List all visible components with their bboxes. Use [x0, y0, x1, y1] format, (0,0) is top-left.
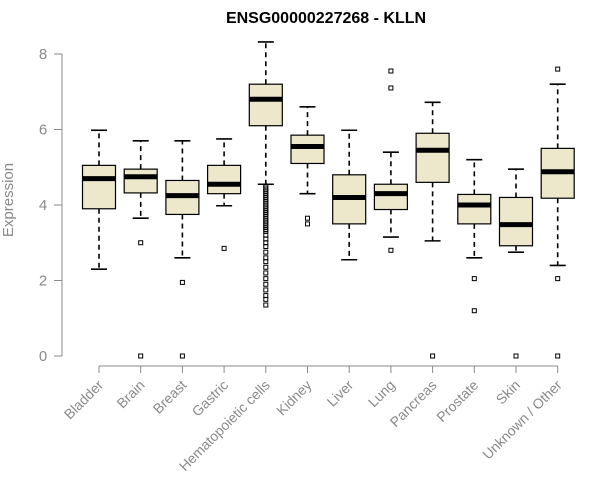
outlier-point — [388, 85, 394, 91]
outlier-point — [555, 276, 561, 282]
y-tick-label: 2 — [39, 273, 47, 290]
box-iqr — [207, 164, 242, 195]
y-tick-label: 0 — [39, 348, 47, 365]
outlier-point — [555, 66, 561, 72]
box-prostate — [457, 158, 492, 314]
outlier-point — [263, 281, 269, 287]
box-iqr — [498, 196, 534, 247]
x-tick-label: Kidney — [273, 377, 315, 419]
outlier-point — [179, 279, 185, 285]
box-lung — [373, 68, 408, 253]
x-tick-label: Brain — [113, 377, 147, 411]
outlier-point — [305, 221, 310, 227]
box-iqr — [290, 134, 325, 165]
box-iqr — [373, 183, 408, 211]
outlier-point — [263, 259, 269, 265]
outlier-point — [263, 270, 269, 276]
outlier-point — [513, 353, 519, 359]
box-unknown-other — [540, 66, 575, 359]
outlier-point — [179, 353, 185, 359]
y-axis: 0 2 4 6 8 — [39, 46, 63, 365]
box-hematopoietic-cells — [248, 41, 283, 308]
outlier-point — [263, 264, 269, 270]
box-iqr — [457, 193, 492, 225]
outlier-point — [138, 353, 144, 359]
boxes-group — [81, 41, 575, 359]
box-skin — [498, 168, 534, 359]
chart-title: ENSG00000227268 - KLLN — [226, 10, 426, 27]
outlier-point — [138, 240, 144, 246]
y-tick-label: 6 — [39, 122, 47, 139]
outlier-point — [555, 353, 561, 359]
outlier-point — [388, 68, 394, 74]
box-bladder — [81, 129, 117, 270]
y-axis-label: Expression — [0, 163, 17, 237]
outlier-point — [221, 245, 227, 251]
outlier-point — [263, 302, 269, 308]
x-tick-label: Prostate — [433, 377, 481, 425]
box-liver — [332, 129, 367, 261]
box-iqr — [248, 83, 283, 127]
outlier-point — [305, 215, 310, 221]
box-iqr — [415, 132, 450, 183]
outlier-point — [263, 276, 269, 282]
box-pancreas — [415, 101, 450, 359]
x-tick-label: Lung — [365, 377, 398, 410]
box-gastric — [207, 138, 242, 251]
x-tick-label: Skin — [493, 377, 524, 408]
box-kidney — [290, 106, 325, 227]
box-iqr — [123, 168, 158, 194]
y-tick-label: 8 — [39, 46, 47, 63]
outlier-point — [430, 353, 436, 359]
outlier-point — [471, 308, 477, 314]
x-tick-label: Bladder — [61, 377, 107, 423]
y-tick-label: 4 — [39, 197, 47, 214]
outlier-point — [263, 296, 269, 302]
outlier-point — [471, 276, 477, 282]
box-iqr — [81, 164, 117, 210]
x-tick-label: Unknown / Other — [479, 377, 565, 463]
x-tick-label: Liver — [324, 377, 357, 410]
outlier-point — [263, 287, 269, 293]
box-breast — [165, 140, 200, 359]
outlier-point — [388, 247, 394, 253]
outlier-point — [263, 249, 269, 255]
outlier-point — [263, 244, 269, 250]
x-tick-label: Breast — [150, 377, 190, 417]
box-brain — [123, 140, 158, 359]
